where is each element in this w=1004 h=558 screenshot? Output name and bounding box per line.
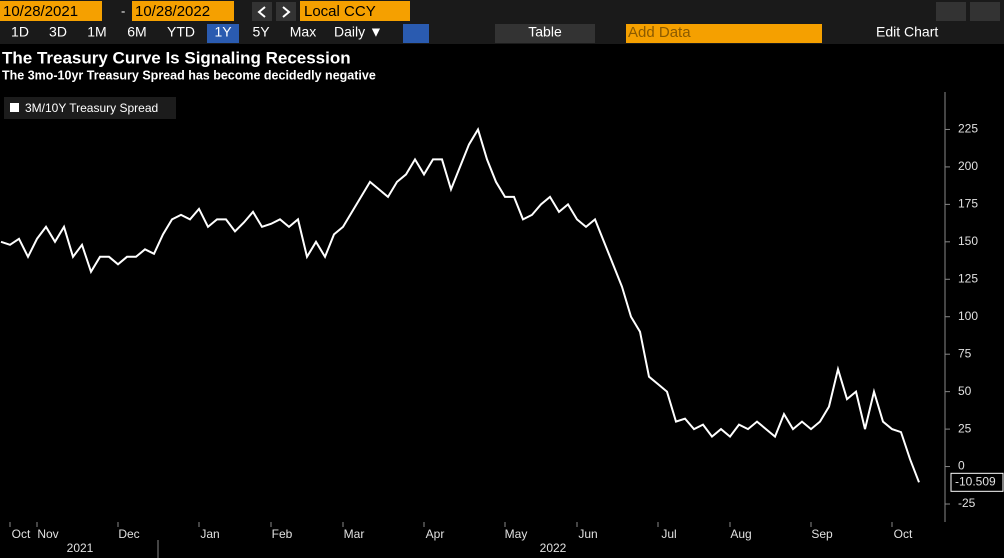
next-button[interactable] [276,2,296,21]
y-tick-label: 0 [958,459,965,473]
chart-subtitle: The 3mo-10yr Treasury Spread has become … [2,68,376,82]
y-tick-label: 50 [958,384,972,398]
x-tick-label: Oct [894,527,913,541]
x-tick-label: Nov [37,527,58,541]
currency-box[interactable] [300,1,410,21]
y-tick-label: 125 [958,271,978,285]
y-tick-label: 100 [958,309,978,323]
y-tick-label: 150 [958,234,978,248]
x-tick-label: May [505,527,528,541]
x-tick-label: Jul [661,527,676,541]
y-tick-label: 175 [958,197,978,211]
x-tick-label: Aug [730,527,751,541]
period-active[interactable] [207,24,239,43]
table-button[interactable] [495,24,595,43]
legend-label: 3M/10Y Treasury Spread [25,101,158,115]
x-tick-label: Jun [578,527,597,541]
next-icon [282,6,291,18]
pin-button[interactable] [970,2,1000,21]
period-button[interactable]: YTD [167,24,195,40]
add-data-box[interactable] [626,24,822,43]
x-tick-label: Apr [426,527,445,541]
period-button[interactable]: 3D [49,24,67,40]
x-tick-label: Oct [12,527,31,541]
prev-icon [257,6,266,18]
last-value-label: -10.509 [955,474,996,488]
year-label: 2021 [67,541,94,555]
add-data[interactable]: Add Data [628,24,691,41]
prev-button[interactable] [252,2,272,21]
end-date-box[interactable] [132,1,234,21]
period-button[interactable]: 5Y [252,24,270,40]
date-separator: - [121,3,125,18]
y-tick-label: 25 [958,421,972,435]
last-value-box [950,472,1004,492]
y-tick-label: 75 [958,346,972,360]
currency[interactable]: Local CCY [304,3,376,20]
y-tick-label: 225 [958,122,978,136]
y-tick-label: -25 [958,496,976,510]
period-button[interactable]: 1M [87,24,106,40]
start-date-box[interactable] [0,1,102,21]
x-tick-label: Mar [344,527,365,541]
legend-swatch [10,103,19,112]
x-tick-label: Jan [200,527,219,541]
period-button[interactable]: 1Y [214,24,232,40]
x-tick-label: Feb [272,527,293,541]
x-tick-label: Sep [811,527,833,541]
year-label: 2022 [540,541,567,555]
line [0,127,920,483]
start-date[interactable]: 10/28/2021 [3,3,78,20]
x-tick-label: Dec [118,527,139,541]
table[interactable]: Table [528,24,562,40]
line-chart-button[interactable] [403,24,429,43]
period-button[interactable]: 1D [11,24,29,40]
end-date[interactable]: 10/28/2022 [135,3,210,20]
edit-chart[interactable]: Edit Chart [876,24,938,40]
frequency[interactable]: Daily ▼ [334,24,383,40]
period-button[interactable]: 6M [127,24,146,40]
y-tick-label: 200 [958,159,978,173]
period-button[interactable]: Max [290,24,316,40]
chart-title: The Treasury Curve Is Signaling Recessio… [2,48,351,67]
undo-button[interactable] [936,2,966,21]
legend-box [4,97,176,119]
